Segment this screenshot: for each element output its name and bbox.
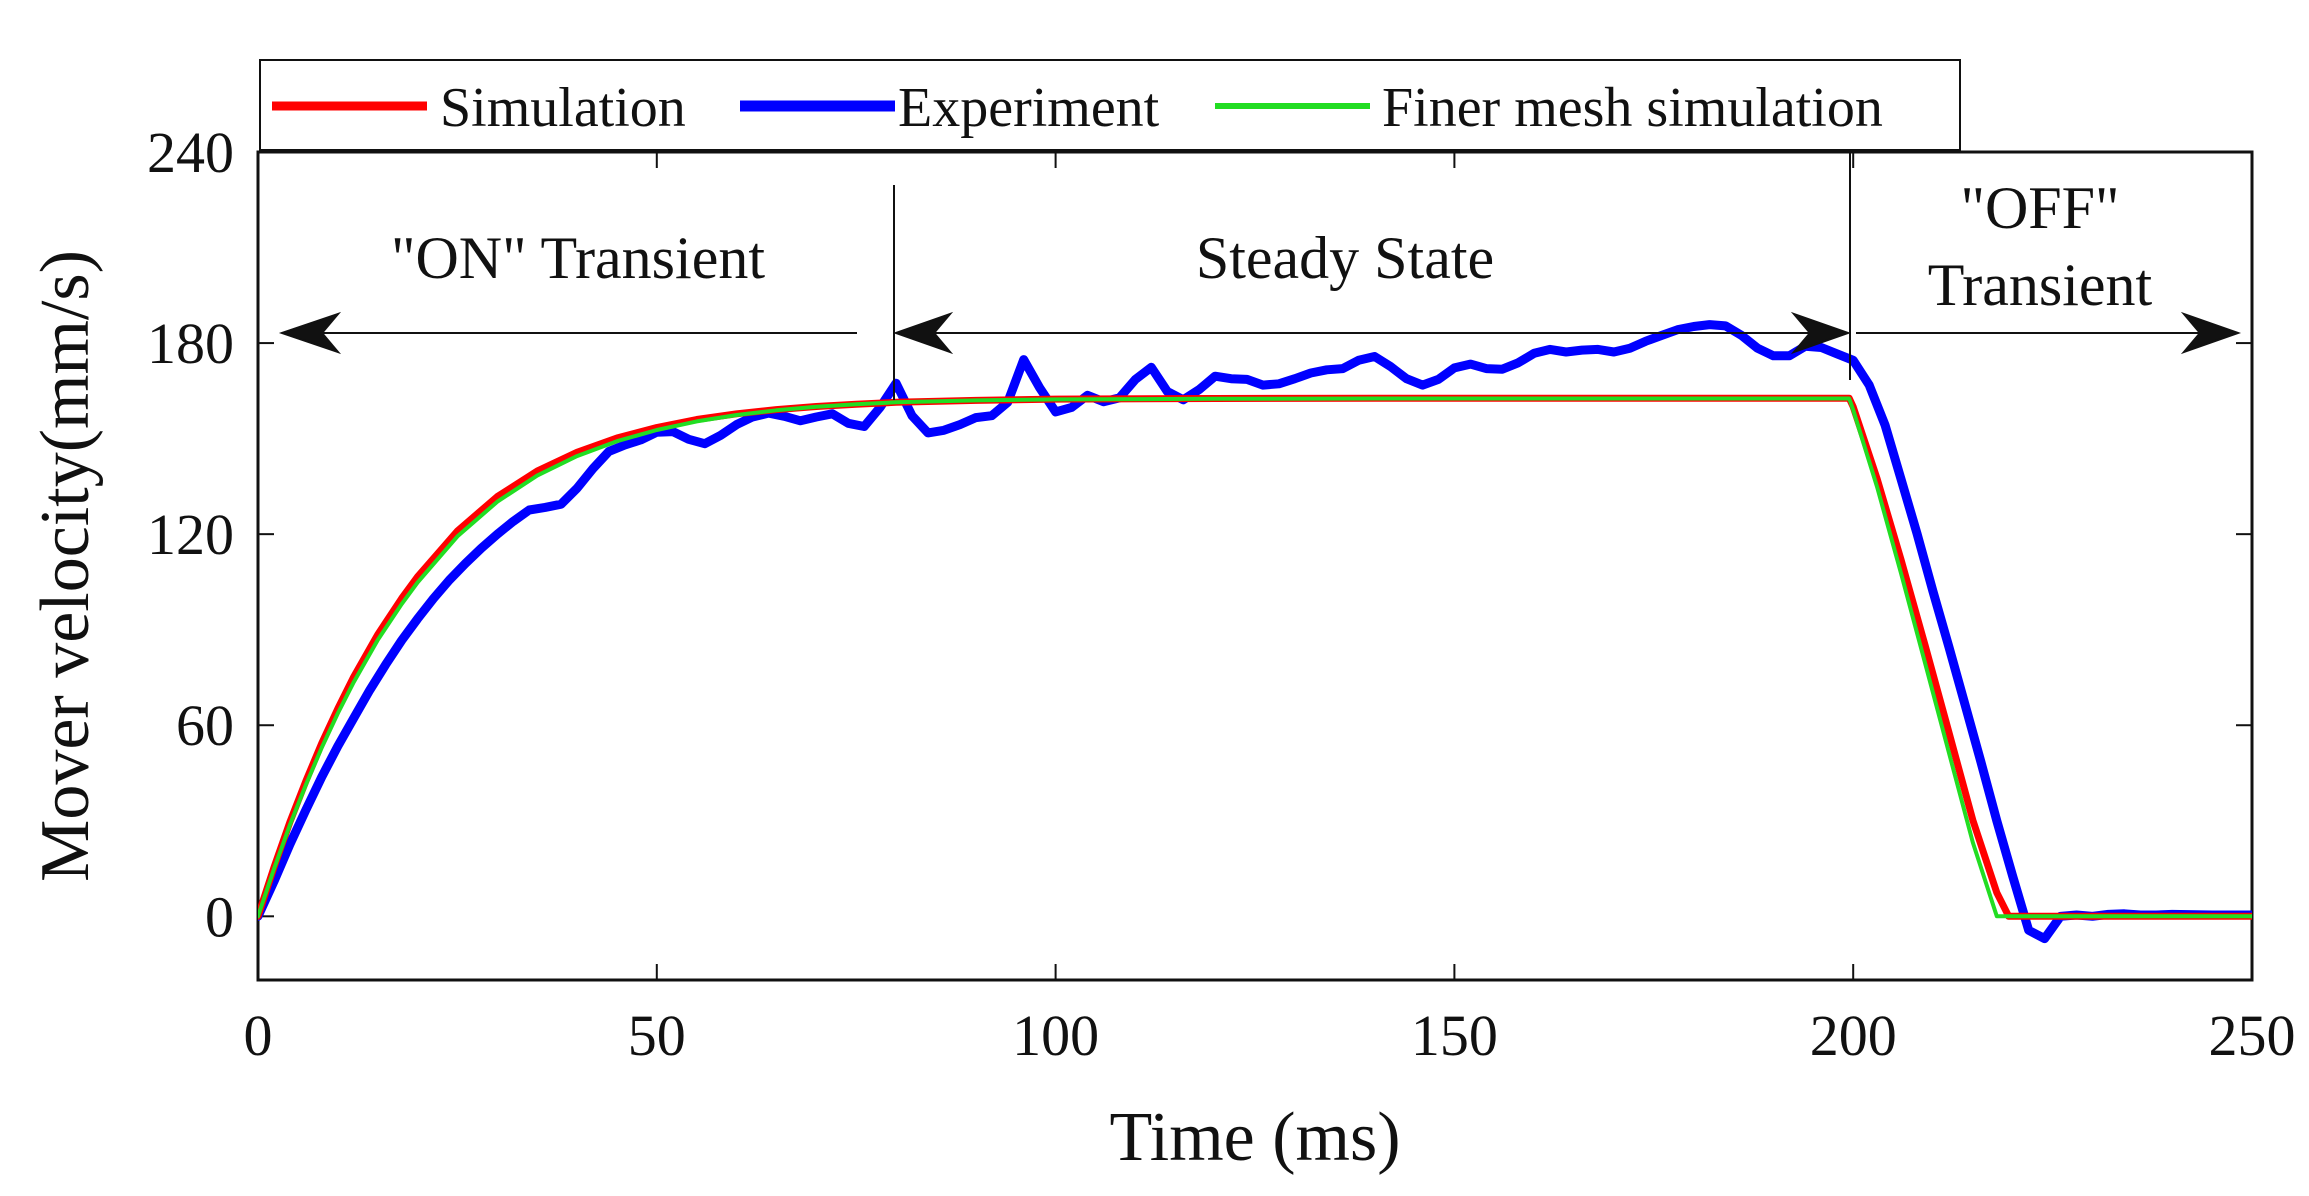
off-arrow-head-right — [2180, 311, 2242, 355]
annotation-off-line1: "OFF" — [1960, 175, 2119, 241]
plot-frame — [256, 150, 2254, 982]
legend-label-finer-mesh-simulation: Finer mesh simulation — [1382, 77, 1883, 139]
y-tick-label: 0 — [205, 884, 234, 949]
y-tick-label: 180 — [147, 311, 234, 376]
x-ticks: 0 50 100 150 200 250 — [244, 152, 2296, 1068]
x-tick-label: 250 — [2209, 1003, 2296, 1068]
y-tick-label: 240 — [147, 120, 234, 185]
annotation-steady-state: Steady State — [1196, 225, 1494, 291]
legend-label-simulation: Simulation — [440, 77, 686, 139]
y-axis-label: Mover velocity(mm/s) — [27, 250, 104, 882]
x-tick-label: 100 — [1012, 1003, 1099, 1068]
series-group — [258, 320, 2252, 944]
y-tick-label: 60 — [176, 693, 234, 758]
legend: Simulation Experiment Finer mesh simulatio… — [272, 77, 1883, 139]
y-tick-label: 120 — [147, 502, 234, 567]
steady-arrow-head-right — [1790, 311, 1852, 355]
legend-box — [259, 59, 1961, 151]
steady-arrow-head-left — [892, 311, 954, 355]
arrows — [278, 311, 2242, 355]
on-arrow-head-left — [278, 311, 342, 355]
x-tick-label: 0 — [244, 1003, 273, 1068]
y-ticks: 0 60 120 180 240 — [147, 120, 2252, 949]
legend-label-experiment: Experiment — [898, 77, 1160, 139]
annotation-off-line2: Transient — [1928, 252, 2153, 318]
annotation-on-transient: "ON" Transient — [391, 225, 765, 291]
x-axis-label: Time (ms) — [1109, 1099, 1400, 1176]
x-tick-label: 50 — [628, 1003, 686, 1068]
series-line-finer-mesh-simulation — [258, 396, 2252, 919]
x-tick-label: 150 — [1411, 1003, 1498, 1068]
x-tick-label: 200 — [1810, 1003, 1897, 1068]
series-line-experiment — [258, 320, 2252, 944]
